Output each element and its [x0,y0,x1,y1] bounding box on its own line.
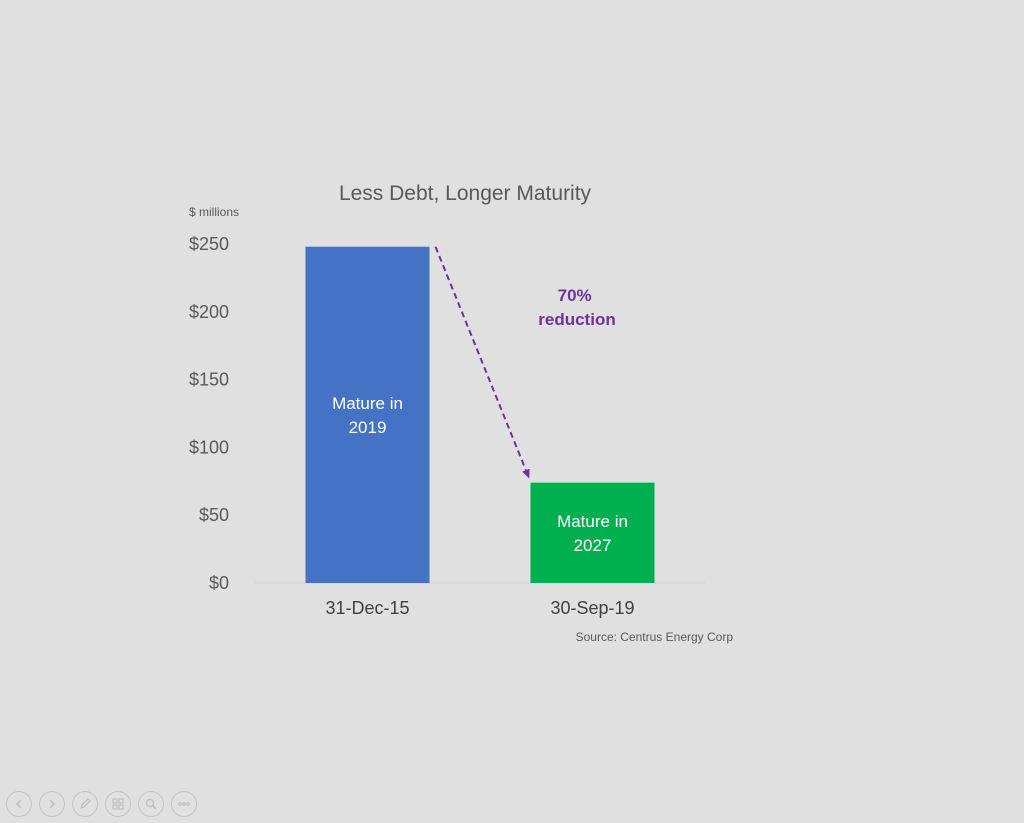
more-options-button[interactable] [171,791,197,817]
y-tick-label: $150 [189,370,229,390]
y-tick-label: $0 [209,573,229,593]
y-unit-label: $ millions [189,205,239,219]
y-tick-label: $100 [189,437,229,457]
reduction-word: reduction [538,310,615,329]
x-tick-label: 31-Dec-15 [325,598,409,618]
see-all-slides-button[interactable] [105,791,131,817]
zoom-icon [145,798,157,810]
bar [530,482,655,583]
previous-slide-icon [15,799,22,809]
pen-button[interactable] [72,791,98,817]
zoom-button[interactable] [138,791,164,817]
bar [305,246,430,583]
source-note: Source: Centrus Energy Corp [576,630,734,644]
next-slide-icon [49,799,56,809]
see-all-slides-icon [112,798,124,810]
y-axis: $0 $50 $100 $150 $200 $250 [189,234,229,593]
pen-icon [80,798,91,809]
reduction-arrow [434,246,530,479]
chart-title: Less Debt, Longer Maturity [339,182,592,205]
reduction-annotation: 70% reduction [538,286,615,329]
slideshow-controls [6,791,197,819]
x-tick-label: 30-Sep-19 [550,598,634,618]
reduction-percent: 70% [558,286,592,305]
more-options-icon [178,802,190,806]
next-slide-button[interactable] [39,791,65,817]
y-tick-label: $50 [199,505,229,525]
previous-slide-button[interactable] [6,791,32,817]
y-tick-label: $200 [189,302,229,322]
bar-data-label: Mature in 2027 [557,512,628,555]
bars: Mature in 2019 Mature in 2027 [305,246,655,583]
bar-data-label: Mature in 2019 [332,394,403,437]
y-tick-label: $250 [189,234,229,254]
x-axis: 31-Dec-15 30-Sep-19 [325,598,634,618]
